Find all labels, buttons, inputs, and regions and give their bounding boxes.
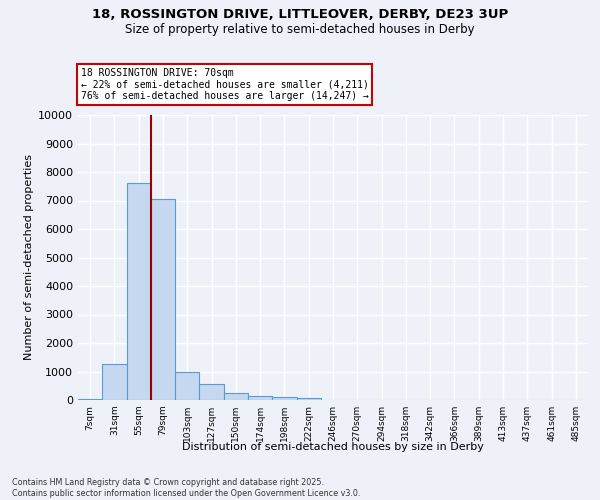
- Bar: [199, 384, 224, 400]
- Bar: [102, 364, 127, 400]
- Bar: [272, 397, 296, 400]
- Bar: [127, 184, 151, 400]
- Bar: [296, 398, 321, 400]
- Bar: [224, 393, 248, 400]
- Bar: [175, 372, 199, 400]
- Text: Size of property relative to semi-detached houses in Derby: Size of property relative to semi-detach…: [125, 22, 475, 36]
- Bar: [78, 398, 102, 400]
- Text: 18, ROSSINGTON DRIVE, LITTLEOVER, DERBY, DE23 3UP: 18, ROSSINGTON DRIVE, LITTLEOVER, DERBY,…: [92, 8, 508, 20]
- Bar: [151, 199, 175, 400]
- Text: Contains HM Land Registry data © Crown copyright and database right 2025.
Contai: Contains HM Land Registry data © Crown c…: [12, 478, 361, 498]
- Y-axis label: Number of semi-detached properties: Number of semi-detached properties: [24, 154, 34, 360]
- Bar: [248, 396, 272, 400]
- Text: Distribution of semi-detached houses by size in Derby: Distribution of semi-detached houses by …: [182, 442, 484, 452]
- Text: 18 ROSSINGTON DRIVE: 70sqm
← 22% of semi-detached houses are smaller (4,211)
76%: 18 ROSSINGTON DRIVE: 70sqm ← 22% of semi…: [80, 68, 368, 101]
